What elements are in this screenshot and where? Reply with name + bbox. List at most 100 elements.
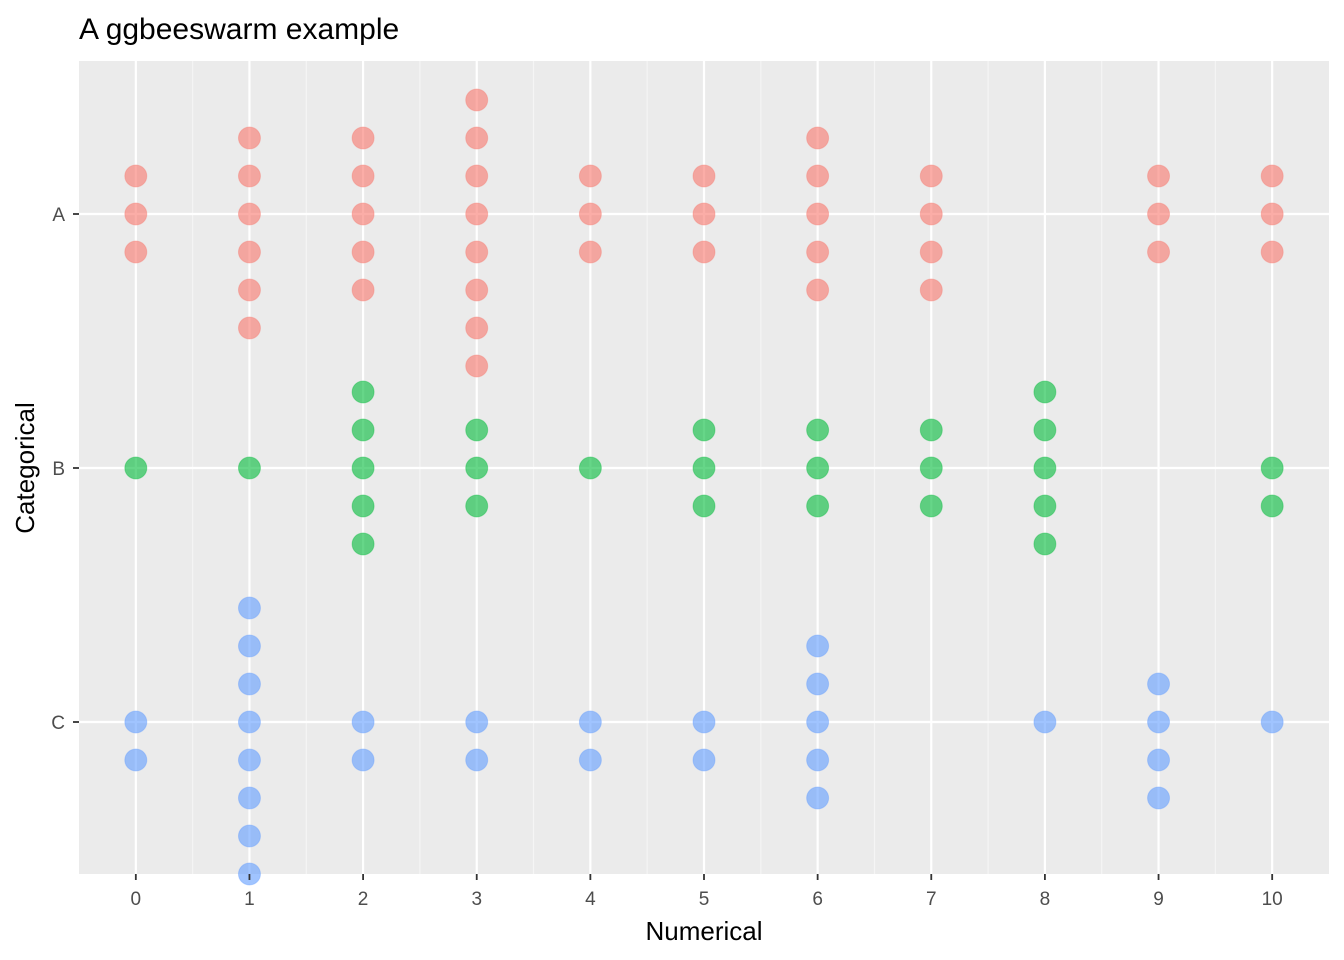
data-point-a bbox=[351, 126, 375, 150]
data-point-a bbox=[351, 278, 375, 302]
data-point-a bbox=[237, 316, 261, 340]
data-point-a bbox=[919, 202, 943, 226]
data-point-b bbox=[1033, 418, 1057, 442]
data-point-c bbox=[578, 748, 602, 772]
data-point-a bbox=[237, 240, 261, 264]
y-tick-label: C bbox=[51, 713, 65, 734]
data-point-a bbox=[465, 240, 489, 264]
data-point-b bbox=[465, 418, 489, 442]
data-point-b bbox=[919, 418, 943, 442]
data-point-a bbox=[1147, 164, 1171, 188]
x-tick-label: 1 bbox=[244, 889, 255, 910]
data-point-c bbox=[237, 672, 261, 696]
data-point-b bbox=[351, 380, 375, 404]
data-point-b bbox=[919, 456, 943, 480]
x-tick-label: 5 bbox=[699, 889, 710, 910]
data-point-a bbox=[578, 202, 602, 226]
data-point-c bbox=[1147, 710, 1171, 734]
axes: 0 1 2 3 4 5 6 7 8 9 10 A B C bbox=[51, 205, 1282, 910]
data-point-a bbox=[124, 202, 148, 226]
data-point-b bbox=[806, 418, 830, 442]
data-point-c bbox=[806, 672, 830, 696]
data-point-a bbox=[465, 126, 489, 150]
data-points bbox=[124, 88, 1284, 886]
data-point-b bbox=[237, 456, 261, 480]
data-point-c bbox=[465, 748, 489, 772]
data-point-a bbox=[465, 316, 489, 340]
data-point-a bbox=[1147, 240, 1171, 264]
chart-title: A ggbeeswarm example bbox=[79, 13, 399, 46]
data-point-a bbox=[351, 202, 375, 226]
data-point-a bbox=[806, 240, 830, 264]
data-point-a bbox=[237, 278, 261, 302]
data-point-b bbox=[806, 456, 830, 480]
data-point-c bbox=[465, 710, 489, 734]
data-point-b bbox=[1033, 532, 1057, 556]
data-point-a bbox=[237, 164, 261, 188]
data-point-b bbox=[1033, 494, 1057, 518]
data-point-c bbox=[237, 824, 261, 848]
data-point-b bbox=[124, 456, 148, 480]
data-point-c bbox=[1147, 672, 1171, 696]
data-point-c bbox=[351, 710, 375, 734]
data-point-b bbox=[351, 418, 375, 442]
data-point-a bbox=[1260, 202, 1284, 226]
data-point-a bbox=[692, 202, 716, 226]
data-point-c bbox=[237, 596, 261, 620]
x-tick-label: 0 bbox=[131, 889, 142, 910]
data-point-c bbox=[1147, 748, 1171, 772]
data-point-b bbox=[692, 456, 716, 480]
y-tick-label: A bbox=[52, 205, 65, 226]
data-point-b bbox=[351, 456, 375, 480]
data-point-c bbox=[806, 748, 830, 772]
data-point-c bbox=[237, 710, 261, 734]
data-point-c bbox=[124, 748, 148, 772]
data-point-c bbox=[1033, 710, 1057, 734]
data-point-b bbox=[1260, 494, 1284, 518]
data-point-c bbox=[578, 710, 602, 734]
data-point-a bbox=[465, 202, 489, 226]
data-point-c bbox=[124, 710, 148, 734]
data-point-a bbox=[919, 164, 943, 188]
data-point-a bbox=[919, 278, 943, 302]
data-point-a bbox=[237, 126, 261, 150]
data-point-c bbox=[237, 748, 261, 772]
data-point-a bbox=[806, 164, 830, 188]
data-point-b bbox=[465, 456, 489, 480]
x-axis-label: Numerical bbox=[645, 916, 762, 946]
x-tick-label: 8 bbox=[1040, 889, 1051, 910]
data-point-b bbox=[1033, 380, 1057, 404]
data-point-a bbox=[124, 240, 148, 264]
x-tick-label: 4 bbox=[585, 889, 596, 910]
data-point-a bbox=[1147, 202, 1171, 226]
x-tick-label: 6 bbox=[812, 889, 823, 910]
data-point-b bbox=[692, 418, 716, 442]
data-point-a bbox=[806, 126, 830, 150]
data-point-b bbox=[806, 494, 830, 518]
data-point-c bbox=[692, 748, 716, 772]
x-tick-label: 10 bbox=[1262, 889, 1283, 910]
data-point-a bbox=[692, 164, 716, 188]
data-point-a bbox=[124, 164, 148, 188]
data-point-b bbox=[578, 456, 602, 480]
data-point-a bbox=[237, 202, 261, 226]
data-point-a bbox=[465, 278, 489, 302]
data-point-b bbox=[351, 532, 375, 556]
data-point-a bbox=[465, 354, 489, 378]
data-point-a bbox=[351, 240, 375, 264]
data-point-a bbox=[578, 240, 602, 264]
data-point-b bbox=[1033, 456, 1057, 480]
x-tick-label: 9 bbox=[1153, 889, 1164, 910]
data-point-b bbox=[351, 494, 375, 518]
data-point-c bbox=[806, 634, 830, 658]
data-point-b bbox=[692, 494, 716, 518]
y-tick-label: B bbox=[52, 459, 65, 480]
data-point-c bbox=[1147, 786, 1171, 810]
data-point-b bbox=[1260, 456, 1284, 480]
data-point-a bbox=[1260, 240, 1284, 264]
data-point-a bbox=[919, 240, 943, 264]
x-tick-label: 2 bbox=[358, 889, 369, 910]
data-point-b bbox=[465, 494, 489, 518]
data-point-a bbox=[1260, 164, 1284, 188]
